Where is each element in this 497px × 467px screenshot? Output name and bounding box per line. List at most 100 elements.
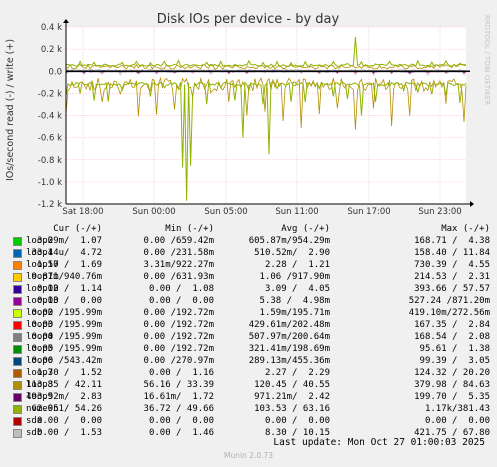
legend-name: loop2	[26, 308, 54, 318]
legend-min: 36.72 / 49.66	[143, 404, 214, 414]
legend-max: 124.32 / 20.20	[414, 368, 490, 378]
legend-row-loop6: loop6 0.00 /543.42m 0.00 /270.97m 289.13m/4…	[10, 355, 490, 367]
series-nvme0n1	[65, 36, 467, 201]
legend-name: loop10	[26, 260, 59, 270]
legend-swatch	[13, 417, 22, 426]
legend-min: 0.00 /631.93m	[143, 272, 214, 282]
y-tick-label: -0.8 k	[38, 156, 62, 166]
series-loop8	[65, 63, 467, 130]
legend-avg: 2.28 / 1.21	[264, 260, 330, 270]
y-tick-label: -0.4 k	[38, 112, 62, 122]
legend-cur: 1.57 / 1.69	[36, 260, 102, 270]
legend-name: loop13	[26, 296, 59, 306]
legend-swatch	[13, 333, 22, 342]
legend-max: 421.75 / 67.80	[414, 428, 490, 438]
y-axis-ticks: -1.2 k -1.0 k -0.8 k -0.6 k -0.4 k -0.2 k 0.0 0…	[38, 23, 62, 210]
y-tick-label: 0.2 k	[41, 45, 62, 55]
legend-swatch	[13, 309, 22, 318]
disk-ios-chart: -1.2 k -1.0 k -0.8 k -0.6 k -0.4 k -0.2 k 0.0 0…	[5, 12, 491, 215]
y-tick-label: 0.4 k	[41, 23, 62, 33]
legend-name: loop1	[26, 248, 54, 258]
legend-header: Cur (-/+) Min (-/+) Avg (-/+) Max (-/+)	[10, 223, 490, 235]
legend-name: loop4	[26, 332, 54, 342]
legend-max: 99.39 / 3.05	[419, 356, 490, 366]
x-axis-arrow	[470, 201, 474, 207]
legend-row-loop10: loop10 1.57 / 1.69 3.31m/922.27m 2.28 / 1.2…	[10, 259, 490, 271]
legend-cur: 0.00 /195.99m	[31, 332, 102, 342]
series-loop8-write	[65, 63, 467, 70]
legend-max: 167.35 / 2.84	[414, 320, 490, 330]
legend-swatch	[13, 357, 22, 366]
legend-row-loop12: loop12 0.00 / 1.14 0.00 / 1.08 3.09 / 4.05 3…	[10, 283, 490, 295]
legend-avg: 971.21m/ 2.42	[254, 392, 330, 402]
legend-swatch	[13, 297, 22, 306]
legend-max: 379.98 / 84.63	[414, 380, 490, 390]
y-tick-label: -0.2 k	[38, 89, 62, 99]
chart-area: -1.2 k -1.0 k -0.8 k -0.6 k -0.4 k -0.2 k 0.0 0…	[0, 0, 497, 215]
y-axis-label: IOs/second read (-) / write (+)	[5, 39, 16, 181]
legend-row-nvme0n1: nvme0n1 62.95 / 54.26 36.72 / 49.66 103.53 …	[10, 403, 490, 415]
legend-name: loop12	[26, 284, 59, 294]
legend-cur: 9.87m/940.76m	[31, 272, 102, 282]
legend-cur: 0.00 /195.99m	[31, 308, 102, 318]
legend-avg: 507.97m/200.64m	[248, 332, 330, 342]
y-tick-label: 0.0	[48, 67, 62, 77]
legend-min: 0.00 / 1.08	[148, 284, 214, 294]
legend-row-loop0: loop0 3.29m/ 1.07 0.00 /659.42m 605.87m/954…	[10, 235, 490, 247]
legend-avg: 120.45 / 40.55	[254, 380, 330, 390]
legend-row-loop11: loop11 9.87m/940.76m 0.00 /631.93m 1.06 /91…	[10, 271, 490, 283]
legend-min: 0.00 /659.42m	[143, 236, 214, 246]
legend-avg: 605.87m/954.29m	[248, 236, 330, 246]
series-sdb-write	[65, 69, 467, 72]
x-tick-label: Sun 00:00	[132, 207, 175, 215]
legend-header-avg: Avg (-/+)	[281, 224, 330, 234]
legend-max: 214.53 / 2.31	[414, 272, 490, 282]
legend-max: 199.70 / 5.35	[414, 392, 490, 402]
legend-row-loop13: loop13 0.00 / 0.00 0.00 / 0.00 5.38 / 4.98m…	[10, 295, 490, 307]
legend-max: 527.24 /871.20m	[408, 296, 490, 306]
legend-swatch	[13, 381, 22, 390]
legend-name: loop9	[26, 392, 54, 402]
grid-lines	[66, 26, 466, 205]
legend-max: 730.39 / 4.55	[414, 260, 490, 270]
legend-avg: 5.38 / 4.98m	[259, 296, 330, 306]
legend-cur: 493.52m/ 2.83	[26, 392, 102, 402]
legend-row-loop3: loop3 0.00 /195.99m 0.00 /192.72m 429.61m/2…	[10, 319, 490, 331]
legend-min: 0.00 /192.72m	[143, 332, 214, 342]
legend-avg: 510.52m/ 2.90	[254, 248, 330, 258]
legend-swatch	[13, 285, 22, 294]
legend-cur: 3.29m/ 1.07	[36, 236, 102, 246]
legend-avg: 429.61m/202.48m	[248, 320, 330, 330]
legend-cur: 0.00 /543.42m	[31, 356, 102, 366]
legend-row-sda: sda 0.00 / 0.00 0.00 / 0.00 0.00 / 0.00 0.00…	[10, 415, 490, 427]
munin-version: Munin 2.0.73	[223, 451, 274, 460]
legend-cur: 62.95 / 54.26	[31, 404, 102, 414]
legend-swatch	[13, 369, 22, 378]
legend-header-cur: Cur (-/+)	[53, 224, 102, 234]
legend-swatch	[13, 321, 22, 330]
series-nvme0n1-read	[65, 81, 467, 201]
legend-max: 0.00 / 0.00	[424, 416, 490, 426]
x-tick-label: Sat 18:00	[62, 207, 103, 215]
legend-max: 168.54 / 2.08	[414, 332, 490, 342]
legend-cur: 113.35 / 42.11	[26, 380, 102, 390]
legend-cur: 1.30 / 1.52	[36, 368, 102, 378]
legend-swatch	[13, 249, 22, 258]
legend-row-loop1: loop1 33.44u/ 4.72 0.00 /231.58m 510.52m/ 2…	[10, 247, 490, 259]
legend-name: sdb	[26, 428, 43, 438]
legend-min: 0.00 /192.72m	[143, 308, 214, 318]
legend-row-sdb: sdb 0.00 / 1.53 0.00 / 1.46 8.30 / 10.15 421…	[10, 427, 490, 439]
x-tick-label: Sun 11:00	[275, 207, 318, 215]
legend-min: 0.00 /231.58m	[143, 248, 214, 258]
legend-min: 16.61m/ 1.72	[143, 392, 214, 402]
legend-min: 0.00 / 1.46	[148, 428, 214, 438]
rrdtool-watermark: RRDTOOL / TOBI OETIKER	[483, 15, 491, 105]
legend-max: 95.61 / 1.38	[419, 344, 490, 354]
legend-min: 0.00 / 0.00	[148, 296, 214, 306]
legend-name: loop11	[26, 272, 59, 282]
chart-title: Disk IOs per device - by day	[157, 12, 340, 27]
legend-swatch	[13, 237, 22, 246]
legend-swatch	[13, 393, 22, 402]
y-axis-arrow	[63, 19, 69, 23]
legend-row-loop5: loop5 0.00 /195.99m 0.00 /192.72m 321.41m/1…	[10, 343, 490, 355]
